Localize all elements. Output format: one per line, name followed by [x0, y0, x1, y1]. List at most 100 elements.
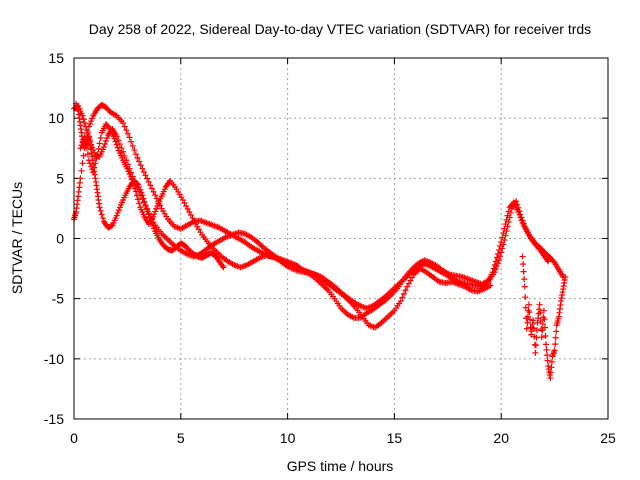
- data-point: [114, 209, 121, 216]
- data-point: [77, 145, 84, 152]
- data-point: [79, 112, 86, 119]
- y-tick-label: 10: [48, 110, 64, 126]
- data-point: [497, 243, 504, 250]
- data-point: [78, 167, 85, 174]
- data-point: [547, 369, 554, 376]
- data-point: [184, 206, 191, 213]
- data-point: [84, 151, 91, 158]
- data-point: [87, 160, 94, 167]
- data-point: [81, 119, 88, 126]
- data-point: [402, 287, 409, 294]
- data-point: [553, 328, 560, 335]
- data-point: [550, 258, 557, 265]
- data-point: [493, 254, 500, 261]
- data-point: [132, 151, 139, 158]
- data-point: [131, 185, 138, 192]
- data-point: [405, 280, 412, 287]
- data-point: [541, 316, 548, 323]
- data-point: [94, 151, 101, 158]
- y-tick-label: -5: [52, 291, 65, 307]
- data-point: [537, 317, 544, 324]
- data-point: [139, 165, 146, 172]
- data-point: [143, 205, 150, 212]
- y-tick-label: -10: [44, 351, 64, 367]
- data-point: [552, 334, 559, 341]
- data-point: [541, 324, 548, 331]
- x-tick-label: 15: [387, 430, 403, 446]
- data-point: [96, 140, 103, 147]
- data-point: [487, 282, 494, 289]
- data-point: [146, 214, 153, 221]
- data-point: [93, 155, 100, 162]
- data-point: [83, 127, 90, 134]
- data-point: [87, 120, 94, 127]
- data-point: [100, 144, 107, 151]
- data-point: [113, 141, 120, 148]
- data-point: [503, 216, 510, 223]
- data-point: [494, 250, 501, 257]
- data-point: [518, 217, 525, 224]
- data-point: [542, 332, 549, 339]
- data-point: [141, 198, 148, 205]
- data-point: [179, 196, 186, 203]
- data-point: [530, 317, 537, 324]
- data-point: [183, 203, 190, 210]
- data-point: [187, 212, 194, 219]
- data-point: [524, 313, 531, 320]
- data-point: [521, 276, 528, 283]
- data-point: [526, 309, 533, 316]
- data-point: [544, 352, 551, 359]
- data-point: [123, 127, 130, 134]
- data-point: [524, 319, 531, 326]
- data-point: [97, 135, 104, 142]
- data-point: [129, 142, 136, 149]
- data-point: [522, 304, 529, 311]
- data-point: [490, 265, 497, 272]
- y-tick-label: -15: [44, 411, 64, 427]
- data-point: [532, 349, 539, 356]
- data-point: [136, 200, 143, 207]
- data-points: [71, 100, 569, 382]
- data-point: [530, 325, 537, 332]
- data-point: [409, 274, 416, 281]
- data-point: [407, 277, 414, 284]
- x-tick-label: 20: [493, 430, 509, 446]
- data-point: [533, 327, 540, 334]
- data-point: [116, 141, 123, 148]
- data-point: [516, 211, 523, 218]
- x-axis-ticks: 0 5 10 15 20 25: [70, 58, 616, 446]
- data-point: [148, 220, 155, 227]
- data-point: [539, 320, 546, 327]
- data-point: [139, 192, 146, 199]
- data-point: [545, 258, 552, 265]
- data-point: [523, 325, 530, 332]
- data-point: [80, 152, 87, 159]
- data-point: [111, 135, 118, 142]
- data-point: [150, 222, 157, 229]
- data-point: [543, 346, 550, 353]
- data-point: [97, 207, 104, 214]
- data-point: [125, 168, 132, 175]
- data-point: [517, 214, 524, 221]
- y-axis-ticks: -15 -10 -5 0 5 10 15: [44, 50, 608, 427]
- y-axis-label: SDTVAR / TECUs: [9, 182, 25, 294]
- data-point: [124, 165, 131, 172]
- data-point: [103, 138, 110, 145]
- data-point: [548, 358, 555, 365]
- data-point: [79, 160, 86, 167]
- data-point: [126, 134, 133, 141]
- data-point: [108, 222, 115, 229]
- data-point: [519, 253, 526, 260]
- data-point: [539, 327, 546, 334]
- plot-border: [73, 57, 609, 420]
- data-point: [116, 204, 123, 211]
- data-point: [548, 364, 555, 371]
- data-point: [500, 230, 507, 237]
- data-point: [502, 221, 509, 228]
- data-point: [543, 341, 550, 348]
- data-point: [515, 209, 522, 216]
- data-point: [134, 192, 141, 199]
- data-point: [552, 341, 559, 348]
- data-point: [144, 208, 151, 215]
- data-point: [189, 215, 196, 222]
